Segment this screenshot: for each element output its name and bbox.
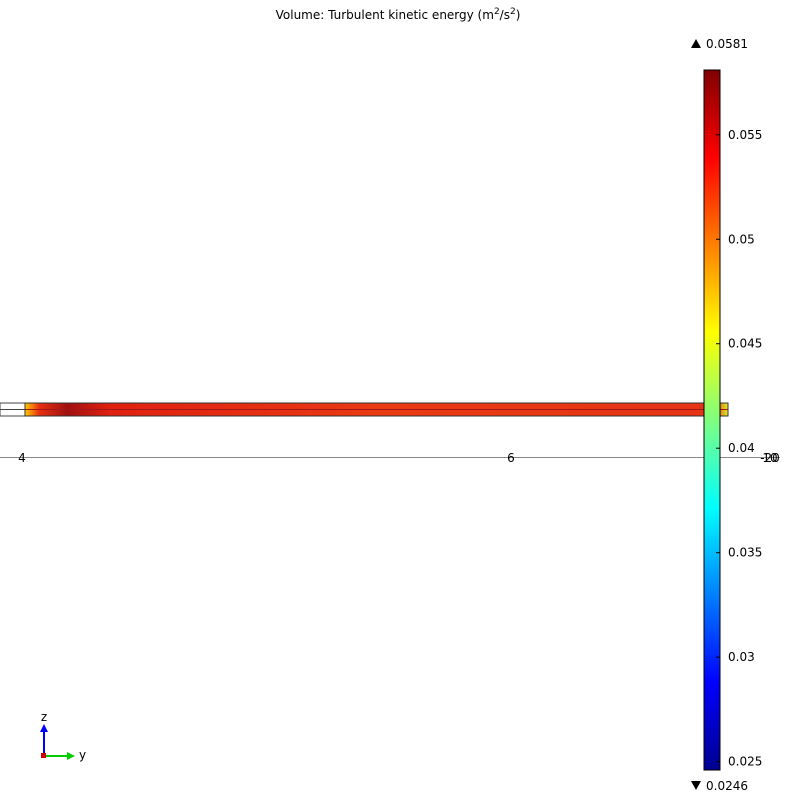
colorbar-tick-label: 0.05 [728,232,755,246]
title-sup: 2 [510,7,516,17]
title-sup: 2 [494,7,500,17]
triad-z-head [40,724,48,732]
title-text: ) [516,8,521,22]
colorbar-tick-label: 0.03 [728,650,755,664]
x-tick-label: 4 [18,451,26,465]
triad-y-head [67,752,75,760]
colorbar-min: 0.0246 [706,779,748,793]
colorbar-tick-label: 0.025 [728,755,762,769]
title: Volume: Turbulent kinetic energy (m2/s2) [276,7,521,22]
title-text: /s [500,8,510,22]
colorbar-tick-label: 0.035 [728,546,762,560]
axis-end-label: -20 [760,451,780,465]
x-tick-label: 6 [507,451,515,465]
title-text: Volume: Turbulent kinetic energy (m [276,8,494,22]
colorbar-max: 0.0581 [706,37,748,51]
colorbar [703,69,721,771]
colorbar-tick-label: 0.04 [728,441,755,455]
max-arrow [691,39,701,48]
colorbar-tick-label: 0.055 [728,128,762,142]
triad-x [41,753,46,758]
colorbar-tick-label: 0.045 [728,337,762,351]
triad-label: y [79,748,86,762]
triad-label: z [41,710,47,724]
axis-end-label: 10 [762,451,777,465]
min-arrow [691,781,701,790]
